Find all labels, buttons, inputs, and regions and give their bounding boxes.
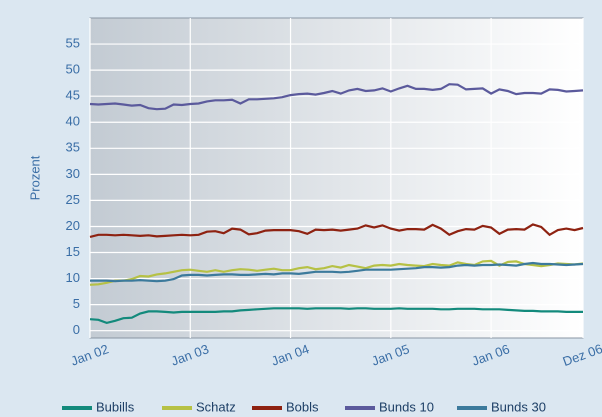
- legend-label: Bunds 10: [379, 399, 434, 414]
- x-tick-label: Jan 06: [470, 341, 512, 368]
- y-tick-label: 15: [66, 244, 80, 259]
- legend-label: Bobls: [286, 399, 319, 414]
- y-tick-label: 0: [73, 322, 80, 337]
- legend-label: Schatz: [196, 399, 236, 414]
- y-tick-label: 40: [66, 114, 80, 129]
- y-tick-label: 55: [66, 35, 80, 50]
- series-line: [90, 261, 584, 283]
- x-tick-label: Jan 04: [269, 341, 311, 368]
- x-tick-label: Jan 03: [169, 341, 211, 368]
- y-tick-label: 5: [73, 296, 80, 311]
- y-tick-label: 20: [66, 218, 80, 233]
- y-tick-label: 35: [66, 140, 80, 155]
- x-tick-label: Jan 05: [370, 341, 412, 368]
- y-tick-label: 30: [66, 166, 80, 181]
- y-tick-label: 50: [66, 62, 80, 77]
- legend-label: Bubills: [96, 399, 135, 414]
- x-tick-label: Dez 06: [561, 341, 602, 369]
- plot-area: [89, 17, 584, 339]
- series-line: [89, 83, 584, 111]
- y-tick-label: 10: [66, 270, 80, 285]
- series-line: [89, 307, 583, 325]
- y-axis-label: Prozent: [27, 155, 42, 200]
- y-tick-label: 45: [66, 88, 80, 103]
- legend-label: Bunds 30: [491, 399, 546, 414]
- x-tick-label: Jan 02: [69, 341, 111, 368]
- series-line: [89, 223, 584, 238]
- y-tick-label: 25: [66, 192, 80, 207]
